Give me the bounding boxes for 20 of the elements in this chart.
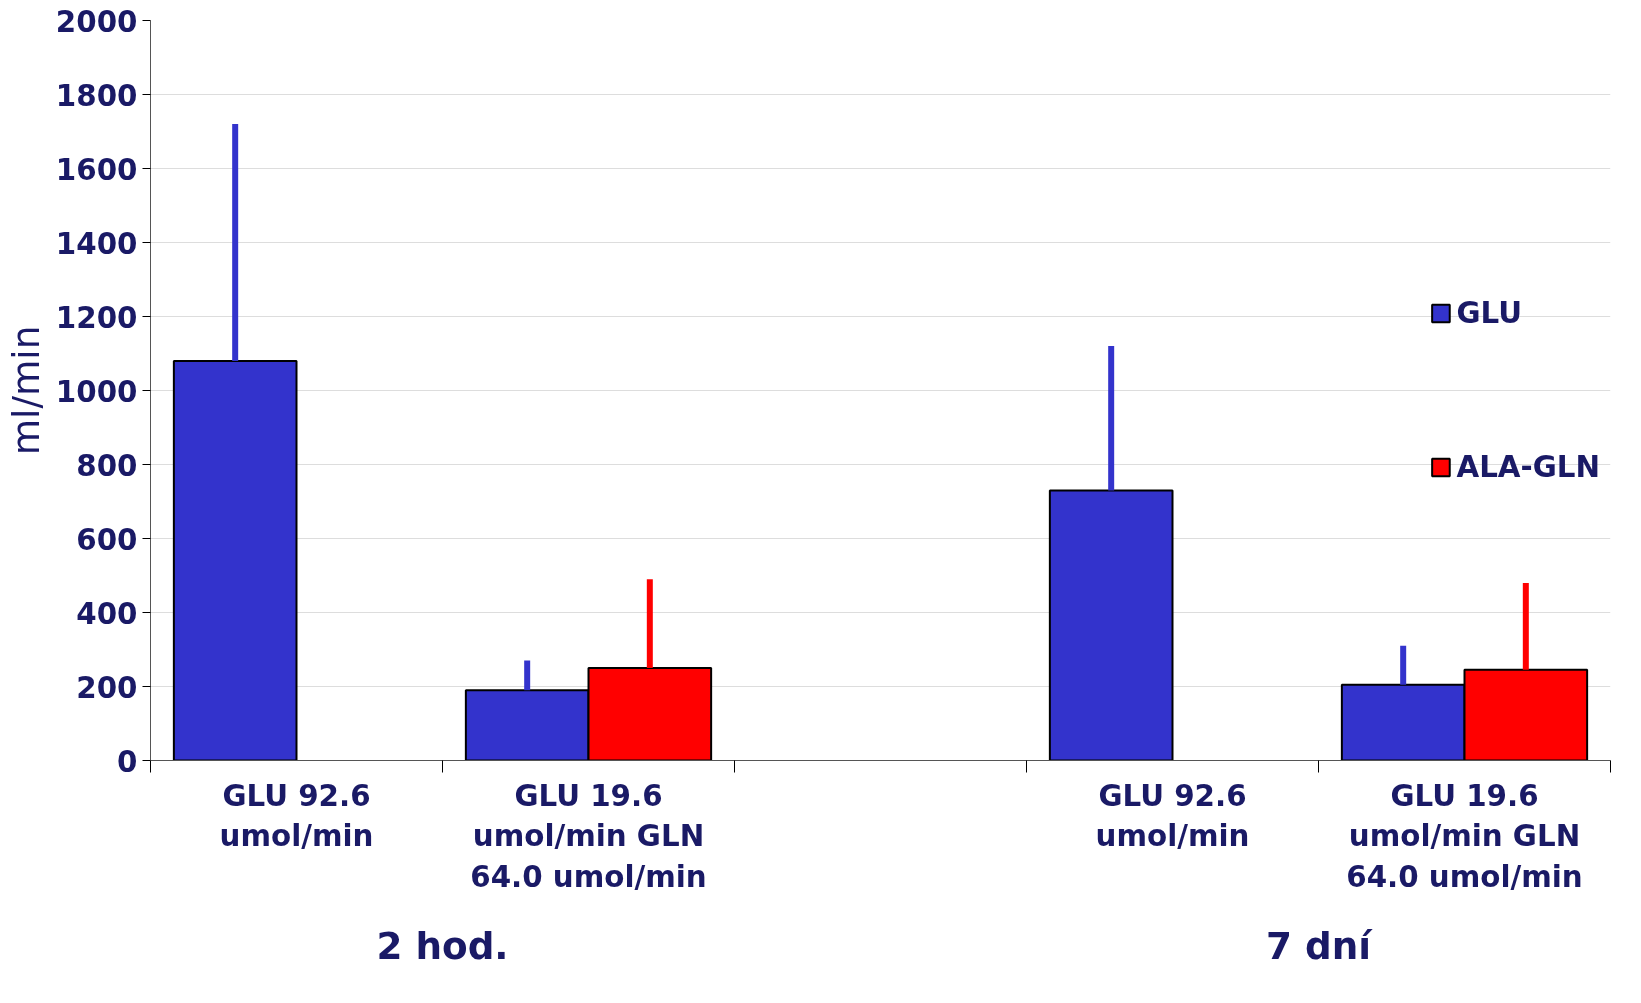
x-tick-label: GLU 19.6 umol/min GLN 64.0 umol/min [470, 778, 707, 895]
y-tick-label: 400 [76, 596, 138, 631]
text: 2 hod. [376, 923, 509, 968]
x-tick-label: GLU 19.6 umol/min GLN 64.0 umol/min [1346, 778, 1583, 895]
y-tick-label: 1200 [55, 300, 138, 335]
y-tick-label: 600 [76, 522, 138, 557]
y-tick-label: 0 [117, 744, 138, 779]
y-tick-label: 1000 [55, 374, 138, 409]
x-tick-label: GLU 92.6 umol/min [1095, 778, 1250, 854]
legend-label: GLU [1456, 296, 1522, 330]
x-tick-label: GLU 92.6 umol/min [219, 778, 374, 854]
y-tick-label: 800 [76, 448, 138, 483]
text: 7 dní [1265, 923, 1374, 968]
y-tick-label: 1800 [55, 78, 138, 113]
legend-label: ALA-GLN [1456, 450, 1600, 484]
y-tick-label: 1600 [55, 152, 138, 187]
y-axis-title: ml/min [3, 325, 48, 456]
y-tick-label: 1400 [55, 226, 138, 261]
y-tick-label: 200 [76, 670, 138, 705]
y-tick-label: 2000 [55, 4, 138, 39]
